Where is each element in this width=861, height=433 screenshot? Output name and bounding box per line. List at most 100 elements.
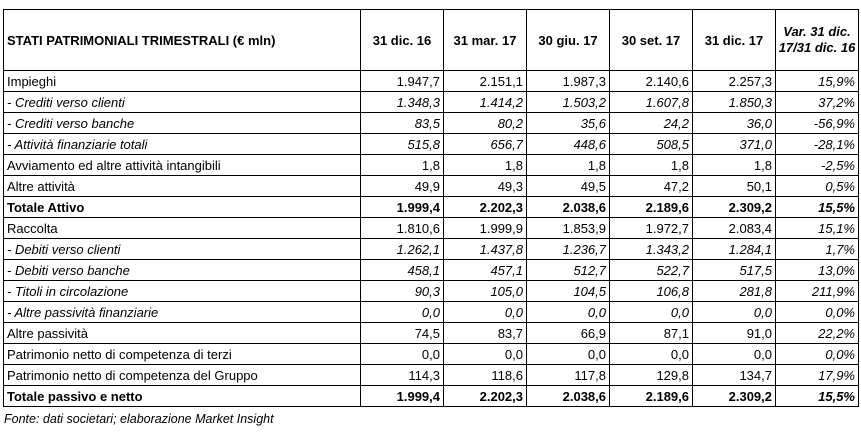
period-header: 31 dic. 16 xyxy=(360,9,444,71)
value-cell: 0,0 xyxy=(526,343,610,365)
value-cell: 1,8 xyxy=(609,154,693,176)
value-cell: 74,5 xyxy=(360,322,444,344)
row-label: Altre passività xyxy=(3,322,361,344)
row-label: Totale Attivo xyxy=(3,196,361,218)
value-cell: 91,0 xyxy=(692,322,776,344)
table-row: - Attività finanziarie totali 515,8 656,7 4… xyxy=(3,133,859,155)
row-label: - Altre passività finanziarie xyxy=(3,301,361,323)
table-row: Altre passività 74,5 83,7 66,9 87,1 91,0 22,2% xyxy=(3,322,859,344)
table-row: Avviamento ed altre attività intangibili… xyxy=(3,154,859,176)
value-cell: 1.284,1 xyxy=(692,238,776,260)
value-cell: 24,2 xyxy=(609,112,693,134)
row-label: Patrimonio netto di competenza del Grupp… xyxy=(3,364,361,386)
value-cell: 1.607,8 xyxy=(609,91,693,113)
value-cell: 1.850,3 xyxy=(692,91,776,113)
table-row: - Altre passività finanziarie 0,0 0,0 0,0 0,… xyxy=(3,301,859,323)
value-cell: 2.038,6 xyxy=(526,196,610,218)
source-note: Fonte: dati societari; elaborazione Mark… xyxy=(4,412,274,426)
value-cell: 1.348,3 xyxy=(360,91,444,113)
value-cell: 1.972,7 xyxy=(609,217,693,239)
variation-cell: -56,9% xyxy=(775,112,859,134)
variation-header: Var. 31 dic. 17/31 dic. 16 xyxy=(775,9,859,71)
value-cell: 1.414,2 xyxy=(443,91,527,113)
value-cell: 134,7 xyxy=(692,364,776,386)
value-cell: 2.309,2 xyxy=(692,196,776,218)
value-cell: 106,8 xyxy=(609,280,693,302)
value-cell: 0,0 xyxy=(443,301,527,323)
table-row: Totale passivo e netto 1.999,4 2.202,3 2.03… xyxy=(3,385,859,407)
row-label: - Debiti verso banche xyxy=(3,259,361,281)
period-header: 31 mar. 17 xyxy=(443,9,527,71)
value-cell: 1.503,2 xyxy=(526,91,610,113)
value-cell: 104,5 xyxy=(526,280,610,302)
value-cell: 49,9 xyxy=(360,175,444,197)
period-header: 30 giu. 17 xyxy=(526,9,610,71)
value-cell: 90,3 xyxy=(360,280,444,302)
value-cell: 1,8 xyxy=(443,154,527,176)
value-cell: 0,0 xyxy=(526,301,610,323)
value-cell: 2.202,3 xyxy=(443,196,527,218)
value-cell: 1,8 xyxy=(360,154,444,176)
value-cell: 508,5 xyxy=(609,133,693,155)
value-cell: 0,0 xyxy=(360,343,444,365)
value-cell: 87,1 xyxy=(609,322,693,344)
value-cell: 1.947,7 xyxy=(360,70,444,92)
value-cell: 105,0 xyxy=(443,280,527,302)
value-cell: 0,0 xyxy=(609,343,693,365)
value-cell: 1.987,3 xyxy=(526,70,610,92)
table-row: - Titoli in circolazione 90,3 105,0 104,5 10… xyxy=(3,280,859,302)
value-cell: 371,0 xyxy=(692,133,776,155)
variation-cell: 211,9% xyxy=(775,280,859,302)
value-cell: 1.262,1 xyxy=(360,238,444,260)
variation-cell: 13,0% xyxy=(775,259,859,281)
table-row: - Crediti verso clienti 1.348,3 1.414,2 1.5… xyxy=(3,91,859,113)
value-cell: 512,7 xyxy=(526,259,610,281)
variation-cell: 17,9% xyxy=(775,364,859,386)
table-row: Impieghi 1.947,7 2.151,1 1.987,3 2.140,6 2.25… xyxy=(3,70,859,92)
value-cell: 1.999,9 xyxy=(443,217,527,239)
value-cell: 1.437,8 xyxy=(443,238,527,260)
value-cell: 66,9 xyxy=(526,322,610,344)
table-row: - Debiti verso clienti 1.262,1 1.437,8 1.23… xyxy=(3,238,859,260)
value-cell: 517,5 xyxy=(692,259,776,281)
value-cell: 118,6 xyxy=(443,364,527,386)
row-label: Altre attività xyxy=(3,175,361,197)
value-cell: 1,8 xyxy=(526,154,610,176)
variation-cell: 15,9% xyxy=(775,70,859,92)
table-row: Raccolta 1.810,6 1.999,9 1.853,9 1.972,7 2.08… xyxy=(3,217,859,239)
variation-cell: 15,1% xyxy=(775,217,859,239)
value-cell: 457,1 xyxy=(443,259,527,281)
value-cell: 281,8 xyxy=(692,280,776,302)
value-cell: 0,0 xyxy=(360,301,444,323)
variation-cell: 0,5% xyxy=(775,175,859,197)
row-label: Totale passivo e netto xyxy=(3,385,361,407)
variation-cell: -28,1% xyxy=(775,133,859,155)
value-cell: 0,0 xyxy=(443,343,527,365)
table-row: - Debiti verso banche 458,1 457,1 512,7 522,… xyxy=(3,259,859,281)
table-row: - Crediti verso banche 83,5 80,2 35,6 24,2 36… xyxy=(3,112,859,134)
value-cell: 80,2 xyxy=(443,112,527,134)
variation-cell: 22,2% xyxy=(775,322,859,344)
value-cell: 49,3 xyxy=(443,175,527,197)
value-cell: 49,5 xyxy=(526,175,610,197)
value-cell: 515,8 xyxy=(360,133,444,155)
row-label: Impieghi xyxy=(3,70,361,92)
variation-cell: 0,0% xyxy=(775,301,859,323)
value-cell: 2.189,6 xyxy=(609,385,693,407)
value-cell: 2.257,3 xyxy=(692,70,776,92)
table-row: Altre attività 49,9 49,3 49,5 47,2 50,1 0,5% xyxy=(3,175,859,197)
table-row: Totale Attivo 1.999,4 2.202,3 2.038,6 2.189,… xyxy=(3,196,859,218)
value-cell: 50,1 xyxy=(692,175,776,197)
balance-sheet-table: STATI PATRIMONIALI TRIMESTRALI (€ mln) 3… xyxy=(3,9,859,407)
value-cell: 117,8 xyxy=(526,364,610,386)
value-cell: 47,2 xyxy=(609,175,693,197)
value-cell: 1.810,6 xyxy=(360,217,444,239)
value-cell: 1.999,4 xyxy=(360,385,444,407)
value-cell: 0,0 xyxy=(692,301,776,323)
period-header: 31 dic. 17 xyxy=(692,9,776,71)
value-cell: 2.202,3 xyxy=(443,385,527,407)
value-cell: 2.140,6 xyxy=(609,70,693,92)
variation-cell: 37,2% xyxy=(775,91,859,113)
value-cell: 1.343,2 xyxy=(609,238,693,260)
row-label: - Debiti verso clienti xyxy=(3,238,361,260)
